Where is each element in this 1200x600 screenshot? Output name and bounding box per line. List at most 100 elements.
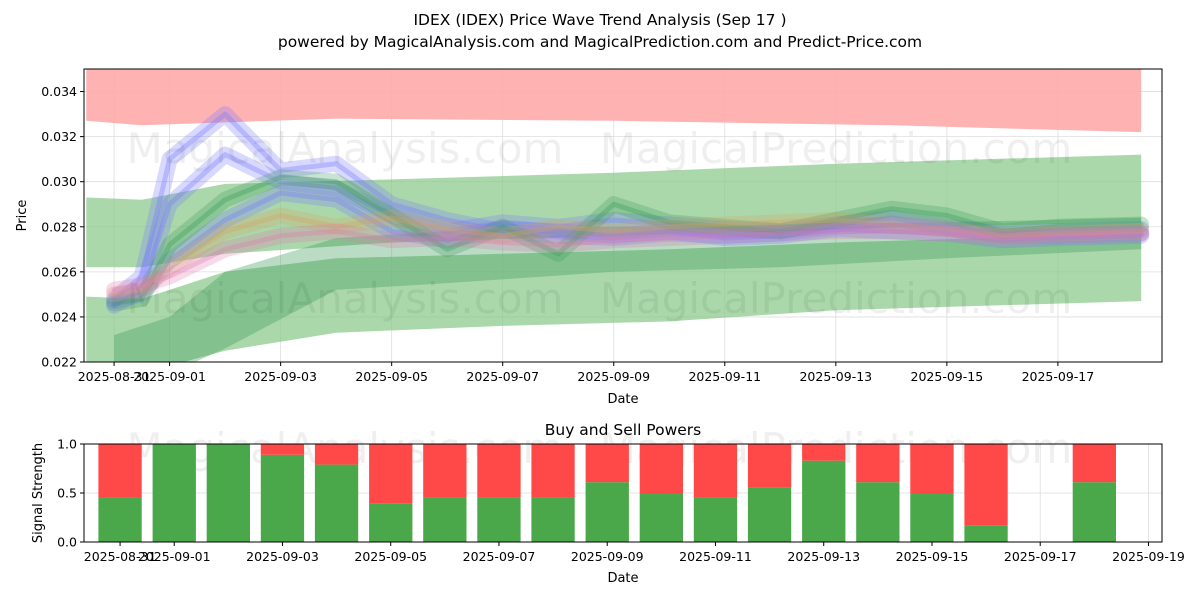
sell-bar [260,444,305,455]
buy-bar [802,460,846,542]
price-y-tick-label: 0.034 [41,84,77,99]
power-x-tick-label: 2025-09-13 [787,549,860,564]
sell-bar [639,444,683,493]
buy-bar [964,525,1008,542]
power-x-axis-label: Date [607,571,638,586]
price-y-tick-label: 0.030 [41,174,77,189]
power-y-tick-label: 0.5 [57,486,77,501]
watermark-prediction-top: MagicalPrediction.com [600,124,1073,173]
price-x-tick-label: 2025-09-13 [799,369,872,384]
sell-bar [531,444,575,498]
buy-bar [747,487,792,542]
price-band-0 [86,69,1142,133]
buy-bar [639,493,683,542]
buy-bar [152,444,196,542]
sell-bar [802,444,846,461]
sell-bar [1072,444,1116,483]
power-x-tick-label: 2025-09-01 [138,549,211,564]
power-x-tick-label: 2025-09-11 [679,549,752,564]
buy-bar [98,497,142,542]
buy-bar [369,503,413,542]
buy-bar [314,464,359,542]
price-wave-2 [106,185,1150,310]
power-x-tick-label: 2025-09-03 [246,549,319,564]
price-y-tick-label: 0.022 [41,355,77,370]
figure-title: IDEX (IDEX) Price Wave Trend Analysis (S… [413,11,786,29]
power-x-tick-label: 2025-09-07 [463,549,536,564]
buy-bar [260,454,305,542]
price-y-ticks: 0.022 0.024 0.026 0.028 0.030 0.032 0.034 [41,84,84,370]
sell-bar [747,444,792,488]
sell-bar [585,444,629,483]
price-wave-core-1 [111,152,1144,309]
buy-bar [206,444,250,542]
price-band-3 [114,217,1142,362]
power-bars [98,444,1116,542]
price-wave-3 [106,169,1150,312]
price-wave-core-3 [111,174,1144,306]
power-y-tick-label: 0.0 [57,535,77,550]
price-x-axis-label: Date [607,392,638,407]
price-x-tick-label: 2025-08-31 [78,369,151,384]
watermark-analysis-mid: MagicalAnalysis.com [127,274,564,323]
buy-bar [531,497,575,542]
sell-bar [693,444,738,498]
price-y-tick-label: 0.028 [41,219,77,234]
power-x-tick-label: 2025-09-17 [1004,549,1077,564]
buy-bar [693,497,738,542]
buy-bar [477,497,521,542]
sell-bar [423,444,467,498]
power-chart-title: Buy and Sell Powers [545,421,702,439]
power-x-tick-label: 2025-09-15 [896,549,969,564]
sell-bar [477,444,521,498]
power-x-tick-label: 2025-08-31 [84,549,157,564]
power-chart: Buy and Sell Powers MagicalAnalysis.com … [31,421,1185,586]
buy-bar [585,482,629,542]
price-x-tick-label: 2025-09-09 [577,369,650,384]
power-y-tick-label: 1.0 [57,437,77,452]
price-wave-4 [106,207,1150,303]
price-bands [86,69,1142,362]
buy-bar [856,482,900,542]
buy-bar [910,493,954,542]
price-band-2 [86,233,1142,362]
price-x-tick-label: 2025-09-07 [466,369,539,384]
buy-bar [423,497,467,542]
power-x-tick-label: 2025-09-19 [1112,549,1185,564]
power-x-tick-label: 2025-09-05 [354,549,427,564]
price-x-tick-label: 2025-09-15 [911,369,984,384]
price-x-tick-label: 2025-09-03 [244,369,317,384]
power-y-axis-label: Signal Strength [31,443,46,543]
price-x-tick-label: 2025-09-17 [1022,369,1095,384]
watermark-prediction-mid: MagicalPrediction.com [600,274,1073,323]
price-plot-frame [83,68,1163,363]
sell-bar [98,444,142,498]
price-y-tick-label: 0.024 [41,309,77,324]
price-wave-core-2 [111,190,1144,304]
price-y-tick-label: 0.032 [41,129,77,144]
price-wave-1 [106,146,1150,314]
price-wave-0 [106,106,1150,307]
watermark-analysis-top: MagicalAnalysis.com [127,124,564,173]
figure-subtitle: powered by MagicalAnalysis.com and Magic… [278,33,922,51]
price-y-axis-label: Price [15,200,30,232]
price-x-tick-label: 2025-09-01 [133,369,206,384]
price-band-1 [86,154,1142,268]
price-y-tick-label: 0.026 [41,264,77,279]
price-x-tick-label: 2025-09-11 [688,369,761,384]
price-x-tick-label: 2025-09-05 [355,369,428,384]
price-waves [106,106,1150,314]
price-wave-core-5 [111,228,1144,293]
sell-bar [369,444,413,504]
power-x-tick-label: 2025-09-09 [571,549,644,564]
price-chart: MagicalAnalysis.com MagicalPrediction.co… [15,68,1163,407]
price-wave-5 [106,223,1150,298]
sell-bar [314,444,359,465]
power-y-ticks: 0.0 0.5 1.0 [57,437,84,550]
price-wave-core-4 [111,213,1144,297]
sell-bar [964,444,1008,526]
price-wave-core-0 [111,111,1144,302]
